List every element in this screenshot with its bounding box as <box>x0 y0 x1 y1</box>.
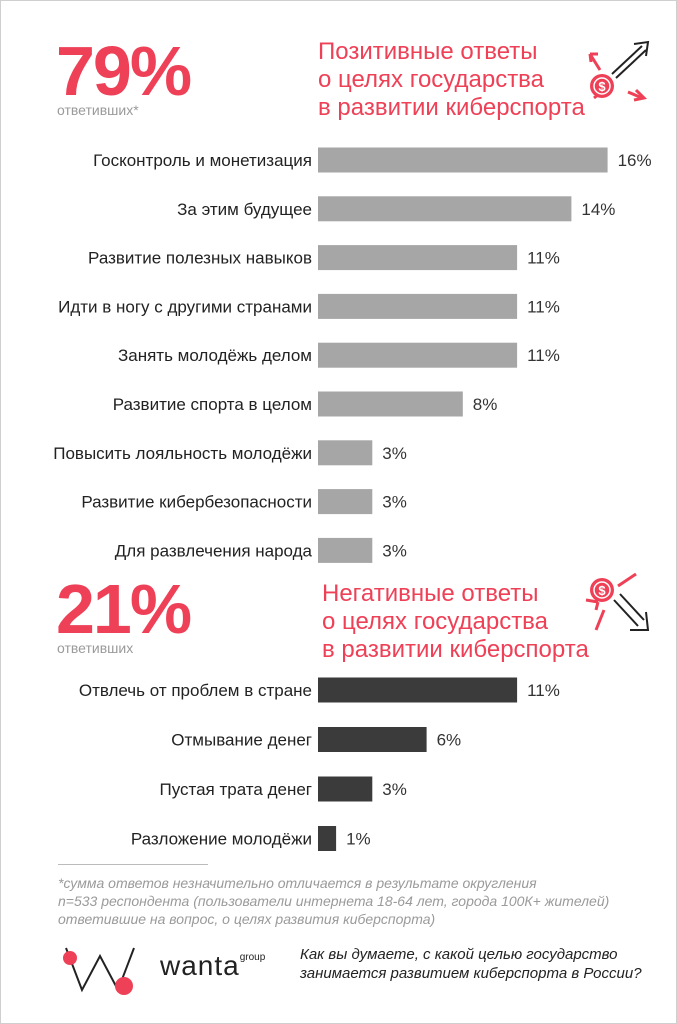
positive-bar <box>318 147 608 173</box>
positive-bar <box>318 293 518 319</box>
brand-suffix: group <box>239 952 266 963</box>
positive-bar <box>318 489 373 515</box>
positive-value-label: 3% <box>382 493 407 512</box>
positive-bar <box>318 391 463 417</box>
positive-category-label: Развитие спорта в целом <box>113 395 312 414</box>
positive-bar-chart: Госконтроль и монетизация 16% За этим буду… <box>53 147 652 563</box>
positive-category-label: Идти в ногу с другими странами <box>58 297 312 316</box>
footnote-line-3: ответившие на вопрос, о целях развития к… <box>58 911 436 927</box>
negative-heading: Негативные ответы о целях государства в … <box>322 580 589 664</box>
negative-heading-line-2: о целях государства <box>322 608 549 635</box>
positive-value-label: 3% <box>382 444 407 463</box>
positive-value-label: 8% <box>473 395 498 414</box>
positive-bar <box>318 196 572 222</box>
positive-category-label: За этим будущее <box>177 200 312 219</box>
brand-name: wantagroup <box>160 950 265 982</box>
positive-heading-line-1: Позитивные ответы <box>318 38 538 65</box>
money-arrows-in-icon: $ <box>585 572 650 631</box>
negative-heading-line-3: в развитии киберспорта <box>322 636 589 663</box>
positive-heading-line-2: о целях государства <box>318 66 545 93</box>
negative-value-label: 3% <box>382 780 407 799</box>
negative-value-label: 1% <box>346 830 371 849</box>
positive-value-label: 3% <box>382 541 407 560</box>
negative-bar <box>318 776 373 802</box>
positive-bar <box>318 245 518 271</box>
negative-category-label: Разложение молодёжи <box>131 830 312 849</box>
svg-text:$: $ <box>598 583 606 598</box>
negative-category-label: Пустая трата денег <box>159 780 312 799</box>
money-arrows-out-icon: $ <box>588 40 650 102</box>
positive-category-label: Занять молодёжь делом <box>118 346 312 365</box>
negative-category-label: Отмывание денег <box>171 731 312 750</box>
negative-value-label: 6% <box>437 731 462 750</box>
negative-bar-chart: Отвлечь от проблем в стране 11% Отмывание … <box>79 677 560 851</box>
positive-value-label: 11% <box>527 297 560 316</box>
positive-value-label: 11% <box>527 249 560 268</box>
positive-category-label: Повысить лояльность молодёжи <box>53 444 312 463</box>
positive-category-label: Развитие кибербезопасности <box>81 493 312 512</box>
footnote-divider <box>58 864 208 865</box>
positive-category-label: Развитие полезных навыков <box>88 249 312 268</box>
footnote-line-1: *сумма ответов незначительно отличается … <box>58 875 537 891</box>
positive-bar <box>318 440 373 466</box>
positive-value-label: 14% <box>581 200 615 219</box>
survey-question-line-1: Как вы думаете, с какой целью государств… <box>300 946 618 963</box>
negative-respondents-label: ответивших <box>57 640 134 656</box>
svg-text:$: $ <box>598 79 606 94</box>
brand-wordmark: wanta <box>160 950 240 981</box>
negative-bar <box>318 677 518 703</box>
positive-heading-line-3: в развитии киберспорта <box>318 94 585 121</box>
positive-bar <box>318 342 518 368</box>
positive-respondents-label: ответивших* <box>57 102 139 118</box>
positive-percent: 79% <box>56 32 192 110</box>
positive-category-label: Для развлечения народа <box>115 541 313 560</box>
footnote: *сумма ответов незначительно отличается … <box>58 874 609 928</box>
survey-question: Как вы думаете, с какой целью государств… <box>300 945 642 983</box>
negative-percent: 21% <box>56 570 192 648</box>
positive-value-label: 16% <box>618 151 652 170</box>
wanta-logo <box>63 947 135 995</box>
footnote-line-2: n=533 респондента (пользователи интернет… <box>58 893 610 909</box>
negative-bar <box>318 826 337 851</box>
positive-category-label: Госконтроль и монетизация <box>93 151 312 170</box>
negative-value-label: 11% <box>527 681 560 700</box>
negative-heading-line-1: Негативные ответы <box>322 580 539 607</box>
positive-bar <box>318 537 373 563</box>
survey-question-line-2: занимается развитием киберспорта в Росси… <box>300 965 642 982</box>
positive-heading: Позитивные ответы о целях государства в … <box>318 38 585 122</box>
negative-category-label: Отвлечь от проблем в стране <box>79 681 312 700</box>
negative-bar <box>318 727 427 752</box>
positive-value-label: 11% <box>527 346 560 365</box>
